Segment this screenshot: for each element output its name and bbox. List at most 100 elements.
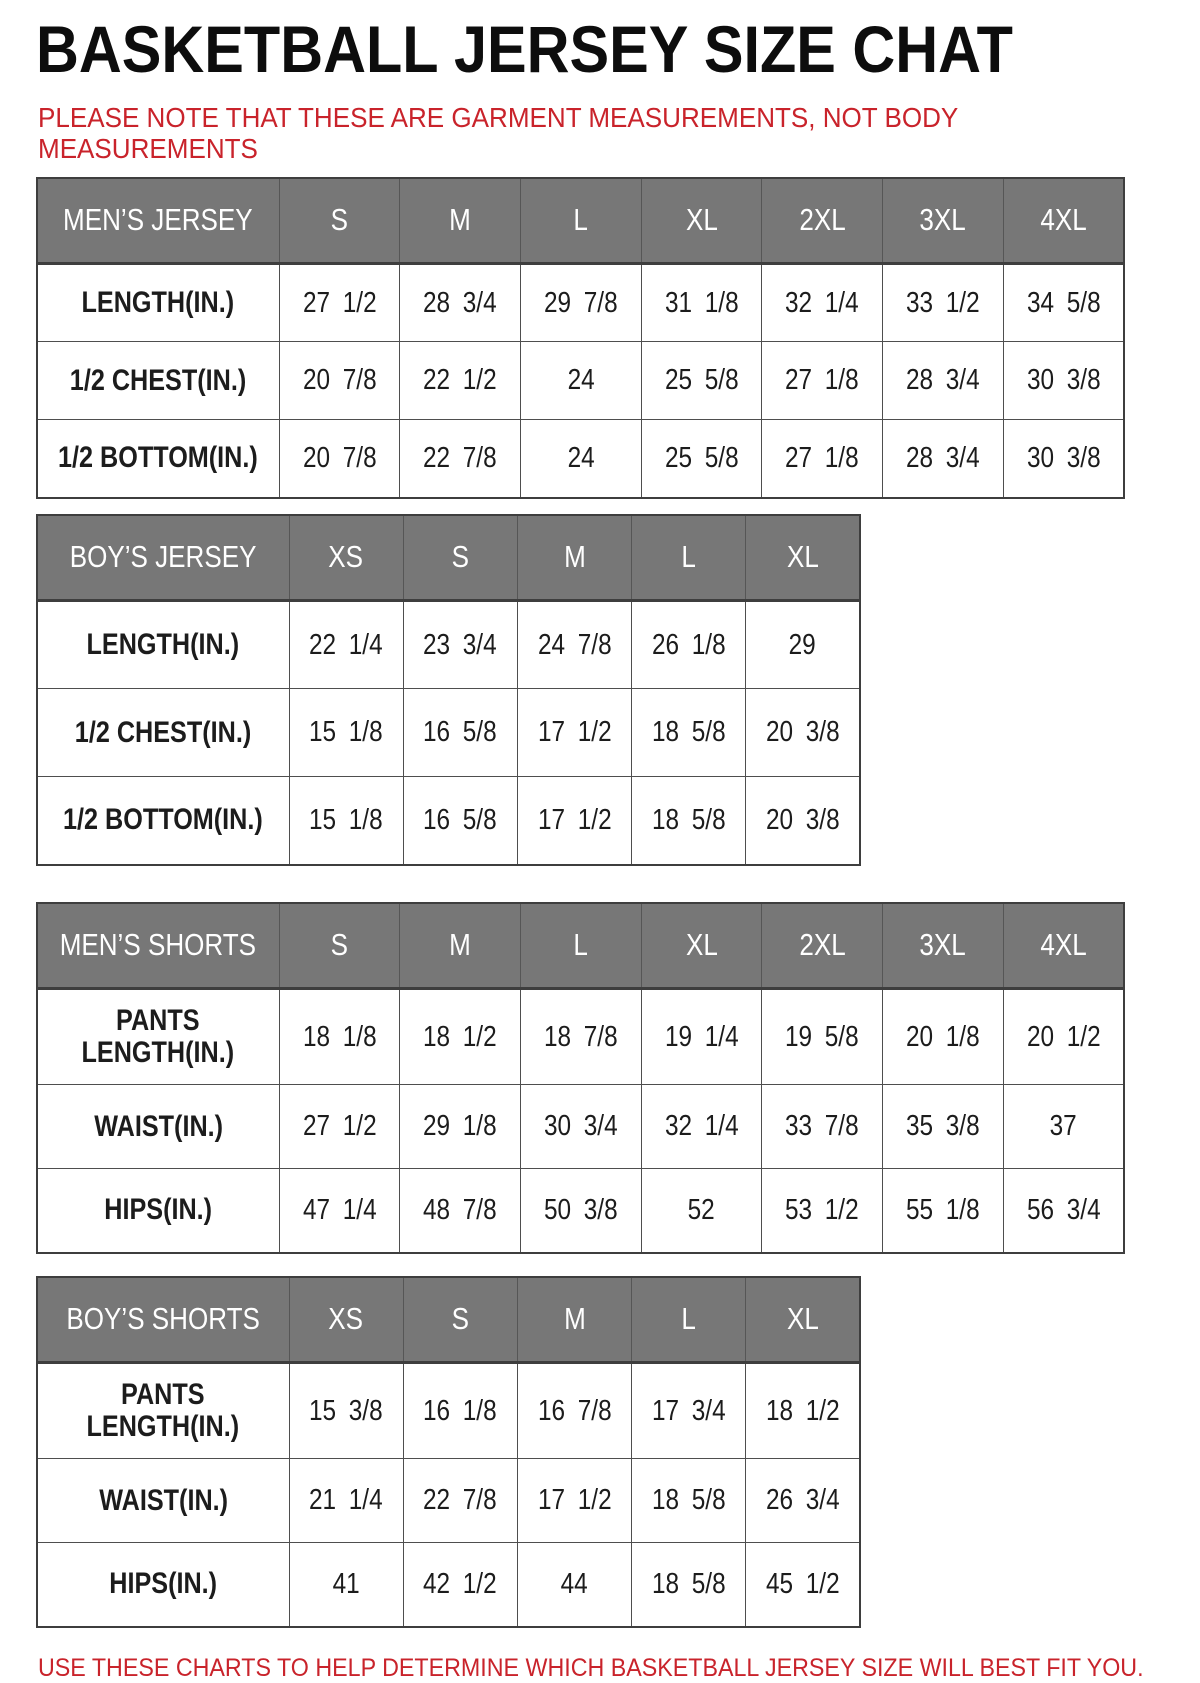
size-value-cell: 18 5/8 [631, 688, 747, 778]
row-label: 1/2 CHEST(IN.) [36, 341, 280, 421]
size-value-cell: 27 1/2 [278, 1084, 401, 1170]
size-value-cell: 32 1/4 [761, 263, 884, 343]
size-value-cell: 17 1/2 [516, 776, 633, 866]
size-value-cell: 18 5/8 [631, 1458, 747, 1544]
size-value-cell: 18 7/8 [519, 988, 642, 1086]
size-value-cell: 24 [519, 341, 642, 421]
size-header-xs: XS [288, 514, 404, 603]
size-header-4xl: 4XL [1002, 177, 1125, 266]
size-header-2xl: 2XL [761, 177, 884, 266]
row-label: WAIST(IN.) [36, 1458, 290, 1544]
size-value-cell: 25 5/8 [640, 419, 763, 499]
size-value-cell: 17 1/2 [516, 1458, 633, 1544]
size-value-cell: 27 1/8 [761, 419, 884, 499]
size-header-3xl: 3XL [882, 177, 1004, 266]
size-value-cell: 30 3/8 [1002, 419, 1125, 499]
header-row: MEN’S SHORTS S M L XL 2XL 3XL 4XL [36, 902, 1125, 991]
table-row: 1/2 CHEST(IN.) 15 1/8 16 5/8 17 1/2 18 5/8 20… [36, 688, 861, 778]
size-header-xl: XL [745, 514, 861, 603]
size-value-cell: 19 5/8 [761, 988, 884, 1086]
size-value-cell: 25 5/8 [640, 341, 763, 421]
size-value-cell: 22 1/2 [399, 341, 521, 421]
size-header-m: M [399, 902, 521, 991]
boys-jersey-table-name-cell: BOY’S JERSEY [36, 514, 290, 603]
size-value-cell: 29 [745, 600, 861, 690]
size-value-cell: 20 1/2 [1002, 988, 1125, 1086]
row-label: PANTS LENGTH(IN.) [36, 988, 280, 1086]
row-label: 1/2 CHEST(IN.) [36, 688, 290, 778]
size-value-cell: 29 1/8 [399, 1084, 521, 1170]
size-value-cell: 16 5/8 [402, 688, 518, 778]
size-value-cell: 20 1/8 [882, 988, 1004, 1086]
size-header-4xl: 4XL [1002, 902, 1125, 991]
size-value-cell: 44 [516, 1542, 633, 1628]
table-row: WAIST(IN.) 27 1/2 29 1/8 30 3/4 32 1/4 33 7/8… [36, 1084, 1125, 1170]
size-value-cell: 45 1/2 [745, 1542, 861, 1628]
row-label: HIPS(IN.) [36, 1168, 280, 1254]
footer-text: USE THESE CHARTS TO HELP DETERMINE WHICH… [38, 1654, 1200, 1683]
size-value-cell: 16 5/8 [402, 776, 518, 866]
size-value-cell: 20 3/8 [745, 776, 861, 866]
size-header-s: S [402, 1276, 518, 1365]
size-value-cell: 15 1/8 [288, 688, 404, 778]
page-title-text: BASKETBALL JERSEY SIZE CHAT [36, 12, 1013, 86]
size-header-m: M [516, 514, 633, 603]
note-line-2: MEASUREMENTS [38, 133, 258, 165]
size-value-cell: 28 3/4 [399, 263, 521, 343]
row-label: PANTS LENGTH(IN.) [36, 1362, 290, 1460]
size-header-xs: XS [288, 1276, 404, 1365]
size-value-cell: 18 1/8 [278, 988, 401, 1086]
size-value-cell: 30 3/8 [1002, 341, 1125, 421]
size-header-s: S [278, 177, 401, 266]
page-title: BASKETBALL JERSEY SIZE CHAT [36, 16, 1200, 82]
row-label: 1/2 BOTTOM(IN.) [36, 776, 290, 866]
header-row: BOY’S JERSEY XS S M L XL [36, 514, 861, 603]
footer-text-line: USE THESE CHARTS TO HELP DETERMINE WHICH… [38, 1653, 1144, 1682]
size-value-cell: 28 3/4 [882, 419, 1004, 499]
boys-shorts-table-name-cell: BOY’S SHORTS [36, 1276, 290, 1365]
row-label: 1/2 BOTTOM(IN.) [36, 419, 280, 499]
size-value-cell: 17 3/4 [631, 1362, 747, 1460]
size-value-cell: 16 7/8 [516, 1362, 633, 1460]
size-value-cell: 18 5/8 [631, 776, 747, 866]
header-row: BOY’S SHORTS XS S M L XL [36, 1276, 861, 1365]
size-value-cell: 24 [519, 419, 642, 499]
size-value-cell: 22 1/4 [288, 600, 404, 690]
size-header-xl: XL [640, 177, 763, 266]
size-value-cell: 20 7/8 [278, 341, 401, 421]
table-row: 1/2 BOTTOM(IN.) 20 7/8 22 7/8 24 25 5/8 27 1/… [36, 419, 1125, 499]
size-header-l: L [631, 514, 747, 603]
mens-shorts-table-name-cell: MEN’S SHORTS [36, 902, 280, 991]
size-value-cell: 18 5/8 [631, 1542, 747, 1628]
size-header-m: M [399, 177, 521, 266]
mens-shorts-table: MEN’S SHORTS S M L XL 2XL 3XL 4XL PANTS LENGTH(I… [36, 901, 1125, 1254]
size-tables: MEN’S JERSEY S M L XL 2XL 3XL 4XL LENGTH(IN.) 27 … [36, 176, 1200, 1628]
size-value-cell: 18 1/2 [399, 988, 521, 1086]
boys-jersey-table: BOY’S JERSEY XS S M L XL LENGTH(IN.) 22 1/4 23 3… [36, 513, 861, 866]
size-header-2xl: 2XL [761, 902, 884, 991]
size-value-cell: 56 3/4 [1002, 1168, 1125, 1254]
row-label: WAIST(IN.) [36, 1084, 280, 1170]
size-value-cell: 16 1/8 [402, 1362, 518, 1460]
size-value-cell: 26 3/4 [745, 1458, 861, 1544]
row-label: HIPS(IN.) [36, 1542, 290, 1628]
table-row: WAIST(IN.) 21 1/4 22 7/8 17 1/2 18 5/8 26 3/4 [36, 1458, 861, 1544]
size-value-cell: 22 7/8 [402, 1458, 518, 1544]
boys-shorts-table: BOY’S SHORTS XS S M L XL PANTS LENGTH(IN.) 15 3… [36, 1275, 861, 1628]
size-value-cell: 52 [640, 1168, 763, 1254]
size-value-cell: 20 3/8 [745, 688, 861, 778]
header-row: MEN’S JERSEY S M L XL 2XL 3XL 4XL [36, 177, 1125, 266]
size-value-cell: 27 1/2 [278, 263, 401, 343]
table-row: LENGTH(IN.) 22 1/4 23 3/4 24 7/8 26 1/8 29 [36, 600, 861, 690]
size-value-cell: 47 1/4 [278, 1168, 401, 1254]
row-label: LENGTH(IN.) [36, 600, 290, 690]
size-value-cell: 21 1/4 [288, 1458, 404, 1544]
size-value-cell: 53 1/2 [761, 1168, 884, 1254]
size-value-cell: 34 5/8 [1002, 263, 1125, 343]
size-header-l: L [519, 177, 642, 266]
mens-jersey-table: MEN’S JERSEY S M L XL 2XL 3XL 4XL LENGTH(IN.) 27 … [36, 176, 1125, 499]
size-value-cell: 15 1/8 [288, 776, 404, 866]
size-header-3xl: 3XL [882, 902, 1004, 991]
size-value-cell: 30 3/4 [519, 1084, 642, 1170]
